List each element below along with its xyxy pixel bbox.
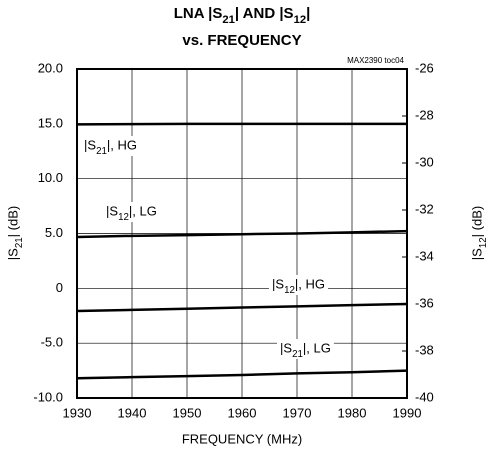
x-tick-label: 1940 [118,405,147,420]
x-tick-label: 1980 [338,405,367,420]
y2-tick-label: -34 [415,248,434,263]
y2-tick-label: -38 [415,342,434,357]
y-tick-label: -5.0 [41,335,63,350]
y2-axis-label: |S12| (dB) [469,206,489,260]
y-axis-label: |S21| (dB) [5,206,25,260]
y-tick-label: 0 [56,280,63,295]
series-line [76,229,408,239]
y2-tick-label: -28 [415,107,434,122]
chart-title: vs. FREQUENCY [182,32,301,49]
x-axis-label: FREQUENCY (MHz) [182,431,302,446]
x-tick-label: 1950 [173,405,202,420]
x-tick-label: 1990 [393,405,422,420]
plot-border [76,68,408,399]
series-line [76,122,407,126]
y-tick-label: 5.0 [45,225,63,240]
y2-tick-label: -30 [415,154,434,169]
y2-tick-label: -32 [415,201,434,216]
y-tick-label: 15.0 [38,115,63,130]
x-tick-label: 1930 [63,405,92,420]
y2-tick-label: -26 [415,60,434,75]
note: MAX2390 toc04 [347,56,404,65]
series-line [76,302,408,313]
label-background [277,339,334,359]
label-background [269,275,329,295]
y-tick-label: -10.0 [33,389,63,404]
chart-title: LNA |S21| AND |S12| [174,5,311,26]
y2-tick-label: -36 [415,295,434,310]
series-line [76,369,408,380]
label-background [81,136,141,156]
y-tick-label: 20.0 [38,60,63,75]
label-background [103,202,160,222]
x-tick-label: 1960 [228,405,257,420]
y-tick-label: 10.0 [38,170,63,185]
y2-tick-label: -40 [415,389,434,404]
x-tick-label: 1970 [283,405,312,420]
